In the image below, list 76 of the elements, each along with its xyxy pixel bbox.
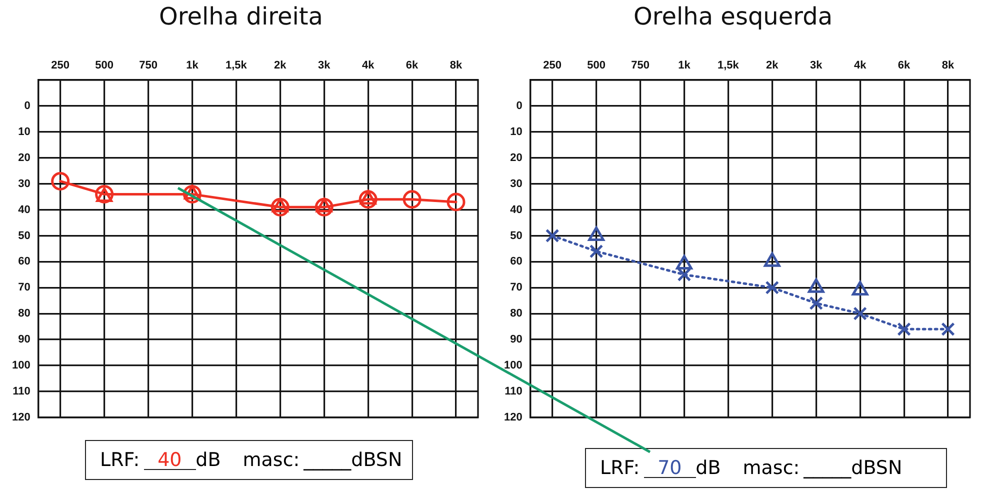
x-tick-label: 8k — [942, 59, 956, 72]
point — [676, 255, 692, 270]
y-tick-label: 20 — [510, 152, 522, 164]
point — [809, 296, 824, 310]
point — [270, 198, 290, 216]
x-tick-label: 4k — [854, 59, 868, 72]
text: masc: — [742, 457, 800, 479]
text: 70 — [644, 456, 696, 478]
x-tick-label: 250 — [51, 59, 70, 72]
text: dB — [696, 457, 721, 479]
y-tick-label: 0 — [24, 100, 30, 112]
y-tick-label: 100 — [12, 360, 30, 372]
y-tick-label: 20 — [18, 152, 30, 164]
chart-title: Orelha esquerda — [633, 2, 833, 31]
y-tick-label: 60 — [510, 256, 522, 268]
point — [446, 192, 466, 212]
point — [358, 190, 378, 209]
text: _____dBSN — [804, 457, 902, 479]
point — [402, 190, 422, 209]
x-tick-label: 2k — [274, 59, 288, 72]
x-tick-label: 750 — [631, 59, 650, 72]
y-tick-label: 120 — [12, 411, 30, 424]
x-tick-label: 500 — [95, 59, 114, 72]
point — [765, 280, 780, 295]
y-tick-label: 80 — [510, 308, 522, 320]
x-tick-label: 250 — [543, 59, 562, 72]
y-tick-label: 110 — [12, 385, 30, 398]
y-tick-label: 10 — [18, 126, 30, 138]
y-tick-label: 70 — [510, 282, 522, 294]
x-tick-label: 4k — [362, 59, 376, 72]
y-tick-label: 30 — [510, 178, 522, 190]
point — [941, 322, 955, 336]
y-tick-label: 40 — [18, 204, 30, 216]
x-tick-label: 3k — [318, 59, 332, 72]
x-tick-label: 1k — [678, 59, 692, 72]
point — [588, 226, 604, 241]
y-tick-label: 90 — [18, 334, 30, 346]
y-tick-label: 30 — [18, 178, 30, 190]
point — [764, 252, 780, 267]
x-tick-label: 3k — [810, 59, 824, 72]
x-tick-label: 1k — [186, 59, 200, 72]
y-tick-label: 70 — [18, 282, 30, 294]
point — [677, 268, 692, 282]
y-tick-label: 0 — [516, 100, 522, 112]
x-tick-label: 500 — [587, 59, 606, 72]
point — [808, 278, 824, 293]
point — [51, 172, 70, 190]
y-tick-label: 50 — [18, 230, 30, 242]
y-tick-label: 120 — [504, 411, 522, 424]
text: _____dBSN — [304, 449, 402, 471]
chart-title: Orelha direita — [158, 2, 324, 31]
y-tick-label: 80 — [18, 308, 30, 320]
x-tick-label: 8k — [450, 59, 464, 72]
point — [589, 244, 604, 258]
point — [314, 198, 334, 216]
y-tick-label: 10 — [510, 126, 522, 138]
text: LRF: — [100, 449, 140, 471]
text: 40 — [144, 448, 196, 470]
text: dB — [196, 449, 221, 471]
x-tick-label: 6k — [406, 59, 420, 72]
y-tick-label: 100 — [504, 360, 522, 372]
y-tick-label: 50 — [510, 230, 522, 242]
x-tick-label: 1,5k — [717, 59, 740, 72]
x-tick-label: 6k — [898, 59, 912, 72]
y-tick-label: 110 — [504, 385, 522, 398]
y-tick-label: 60 — [18, 256, 30, 268]
point — [897, 322, 911, 336]
y-tick-label: 40 — [510, 204, 522, 216]
text: LRF: — [600, 457, 640, 479]
point — [95, 184, 114, 204]
x-tick-label: 1,5k — [225, 59, 248, 72]
text: masc: — [242, 449, 300, 471]
x-tick-label: 750 — [139, 59, 158, 72]
point — [853, 306, 867, 320]
y-tick-label: 90 — [510, 334, 522, 346]
x-tick-label: 2k — [766, 59, 780, 72]
